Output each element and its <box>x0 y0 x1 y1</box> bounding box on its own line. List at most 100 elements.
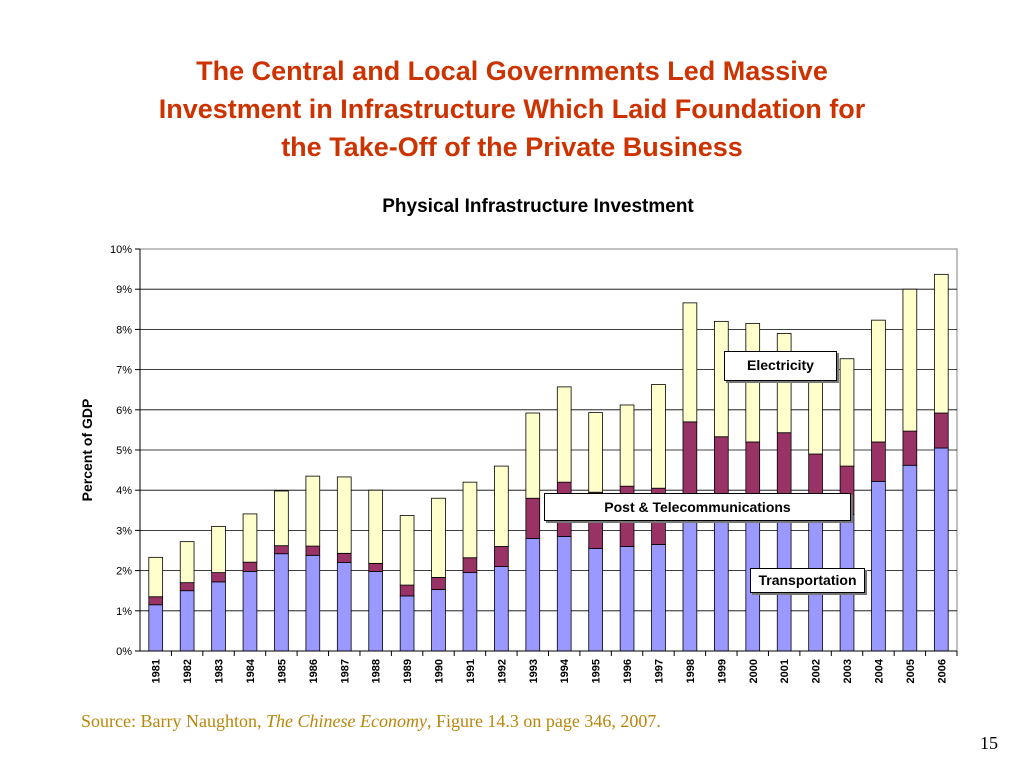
bar-transportation <box>242 571 258 652</box>
bar-post-telecom <box>179 582 195 592</box>
x-tick-label: 1990 <box>434 659 446 683</box>
bar-transportation <box>588 548 603 652</box>
transportation-series-label: Transportation <box>750 568 865 593</box>
bar-transportation <box>211 581 226 652</box>
bar-electricity <box>902 288 918 432</box>
bar-post-telecom <box>871 441 886 482</box>
x-tick-label: 1981 <box>151 659 163 683</box>
bar-post-telecom <box>274 545 289 555</box>
x-tick-label: 1993 <box>528 659 540 683</box>
bar-electricity <box>745 322 761 443</box>
bar-electricity <box>274 490 289 547</box>
axes: 0% 1% 2% 3% 4% 5% 6% 7% 8% 9% 10% 1981 1982 1983 1984 1… <box>110 244 958 683</box>
bar-electricity <box>242 513 258 563</box>
x-tick-label: 1989 <box>402 659 414 683</box>
x-tick-label: 1999 <box>716 659 728 683</box>
bar-electricity <box>619 404 635 487</box>
x-tick-label: 2000 <box>748 659 760 683</box>
bar-electricity <box>494 465 509 547</box>
bar-electricity <box>462 481 478 559</box>
bar-electricity <box>399 515 415 586</box>
bar-post-telecom <box>242 561 258 572</box>
y-tick-label: 5% <box>116 445 132 457</box>
x-tick-label: 1992 <box>496 659 508 683</box>
bar-post-telecom <box>808 453 823 495</box>
bar-post-telecom <box>211 572 226 583</box>
bar-transportation <box>871 480 886 652</box>
bar-post-telecom <box>933 412 949 449</box>
y-tick-label: 8% <box>116 324 132 336</box>
bar-post-telecom <box>431 577 446 590</box>
bar-post-telecom <box>714 436 729 495</box>
x-tick-label: 1984 <box>245 658 257 683</box>
bar-post-telecom <box>745 441 761 495</box>
bar-electricity <box>556 386 572 483</box>
bar-electricity <box>933 273 949 414</box>
bar-transportation <box>336 562 352 652</box>
bar-transportation <box>368 571 383 652</box>
bar-electricity <box>808 373 823 455</box>
x-tick-label: 1997 <box>653 659 665 683</box>
bar-electricity <box>651 384 666 489</box>
source-citation: Source: Barry Naughton, The Chinese Econ… <box>81 711 661 732</box>
bar-transportation <box>619 546 635 652</box>
bar-electricity <box>525 412 541 499</box>
x-tick-label: 1987 <box>339 659 351 683</box>
slide-title-line: the Take-Off of the Private Business <box>281 132 743 162</box>
bar-post-telecom <box>336 552 352 563</box>
bar-transportation <box>148 604 164 652</box>
x-tick-label: 1991 <box>465 659 477 683</box>
bar-transportation <box>556 536 572 652</box>
bar-post-telecom <box>776 432 792 495</box>
bar-transportation <box>274 553 289 652</box>
x-tick-label: 2002 <box>811 659 823 683</box>
bar-post-telecom <box>902 430 918 466</box>
page-number: 15 <box>980 733 998 753</box>
y-tick-label: 9% <box>116 284 132 296</box>
source-suffix: , Figure 14.3 on page 346, 2007. <box>426 711 661 731</box>
bar-electricity <box>682 302 698 423</box>
bar-electricity <box>305 475 321 547</box>
bar-post-telecom <box>148 596 164 606</box>
electricity-series-label: Electricity <box>724 351 837 381</box>
y-tick-label: 4% <box>116 485 132 497</box>
y-tick-label: 10% <box>110 244 132 256</box>
bar-electricity <box>211 525 226 574</box>
x-tick-label: 2001 <box>779 659 791 683</box>
bar-transportation <box>933 447 949 652</box>
x-tick-label: 2004 <box>873 658 885 683</box>
bar-post-telecom <box>682 421 698 495</box>
bar-electricity <box>776 333 792 434</box>
bar-transportation <box>494 566 509 652</box>
y-tick-label: 1% <box>116 606 132 618</box>
bar-transportation <box>305 554 321 652</box>
slide-title-line: Investment in Infrastructure Which Laid … <box>158 94 866 124</box>
y-tick-label: 0% <box>116 646 132 658</box>
x-tick-label: 1994 <box>559 658 571 683</box>
bar-electricity <box>336 476 352 554</box>
bar-electricity <box>148 556 164 598</box>
bar-transportation <box>651 544 666 652</box>
source-prefix: Source: Barry Naughton, <box>81 711 266 731</box>
bar-transportation <box>399 595 415 652</box>
y-tick-label: 6% <box>116 405 132 417</box>
x-tick-label: 1996 <box>622 659 634 683</box>
bar-electricity <box>588 412 603 493</box>
x-tick-label: 1986 <box>308 659 320 683</box>
source-book-title: The Chinese Economy <box>265 711 427 731</box>
x-tick-label: 1982 <box>182 659 194 683</box>
chart-title: Physical Infrastructure Investment <box>382 196 694 217</box>
bar-electricity <box>871 319 886 443</box>
bar-electricity <box>179 541 195 584</box>
x-tick-label: 1998 <box>685 659 697 683</box>
bar-post-telecom <box>305 545 321 556</box>
y-tick-label: 3% <box>116 525 132 537</box>
bar-electricity <box>368 489 383 564</box>
x-tick-label: 2003 <box>842 659 854 683</box>
slide-title: The Central and Local Governments Led Ma… <box>60 52 964 166</box>
y-tick-label: 2% <box>116 566 132 578</box>
x-tick-label: 1995 <box>591 659 603 683</box>
post-telecom-series-label: Post & Telecommunications <box>544 493 851 521</box>
y-axis-label: Percent of GDP <box>79 399 95 502</box>
